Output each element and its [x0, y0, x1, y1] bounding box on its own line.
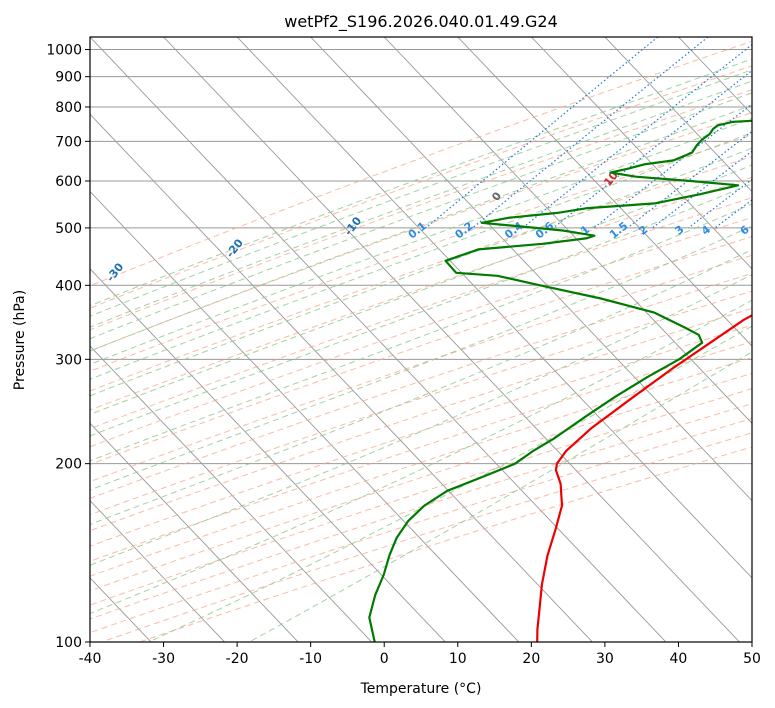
y-tick-label: 300 [55, 352, 82, 368]
x-tick-label: 40 [670, 651, 688, 667]
y-tick-label: 500 [55, 221, 82, 237]
x-tick-label: -20 [226, 651, 249, 667]
x-tick-label: 30 [596, 651, 614, 667]
y-tick-label: 1000 [46, 43, 82, 59]
x-tick-label: -40 [79, 651, 102, 667]
chart-title: wetPf2_S196.2026.040.01.49.G24 [284, 12, 558, 32]
x-tick-label: 10 [449, 651, 467, 667]
skewt-chart: wetPf2_S196.2026.040.01.49.G24 0.1 0.2 0.4… [0, 0, 775, 708]
y-tick-label: 200 [55, 457, 82, 473]
x-tick-label: 50 [743, 651, 761, 667]
y-tick-label: 700 [55, 134, 82, 150]
x-tick-label: -30 [152, 651, 175, 667]
x-tick-label: 20 [522, 651, 540, 667]
x-axis-label: Temperature (°C) [360, 681, 482, 697]
y-tick-label: 800 [55, 100, 82, 116]
y-axis-label: Pressure (hPa) [12, 290, 28, 390]
y-tick-label: 600 [55, 174, 82, 190]
y-tick-label: 100 [55, 635, 82, 651]
x-tick-label: 0 [380, 651, 389, 667]
y-tick-label: 900 [55, 70, 82, 86]
x-tick-label: -10 [299, 651, 322, 667]
y-tick-label: 400 [55, 278, 82, 294]
